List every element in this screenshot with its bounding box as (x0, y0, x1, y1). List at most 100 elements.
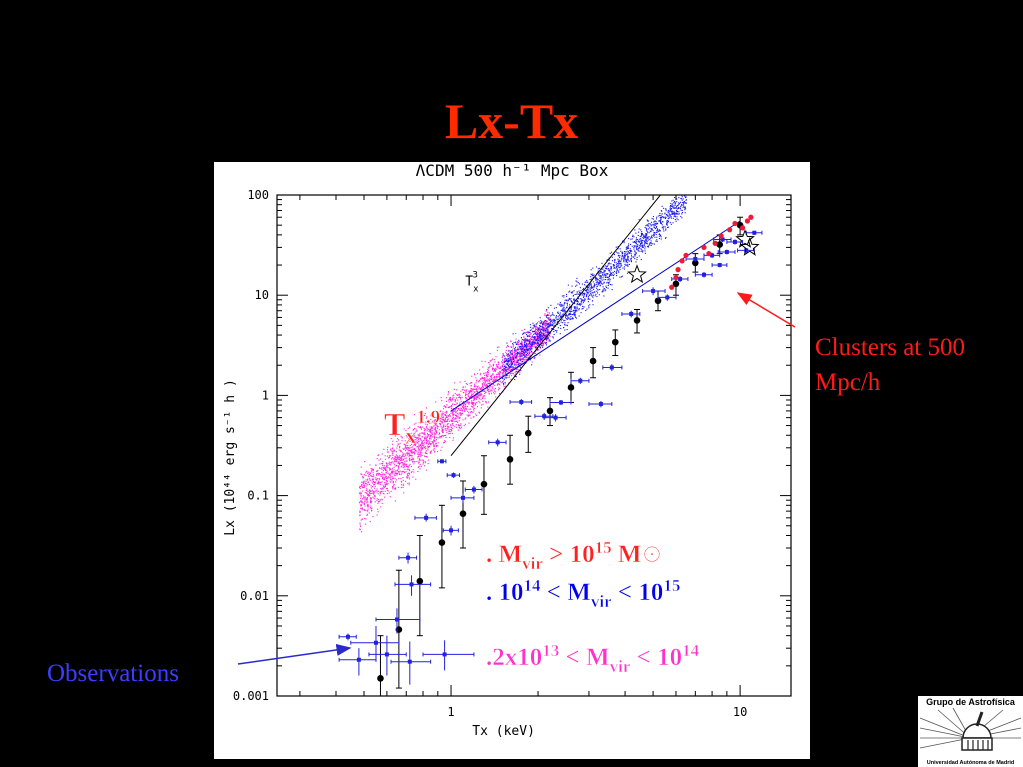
simulated-point (537, 349, 539, 351)
simulated-point (517, 351, 519, 353)
simulated-point (424, 452, 426, 454)
simulated-point (507, 372, 509, 374)
simulated-point (678, 211, 680, 213)
simulated-point (435, 442, 437, 444)
simulated-point (663, 217, 665, 219)
simulated-point (365, 510, 367, 512)
y-tick-label: 1 (262, 388, 269, 402)
simulated-point (547, 338, 549, 340)
simulated-point (533, 343, 535, 345)
simulated-point (429, 445, 431, 447)
simulated-point (658, 231, 660, 233)
simulated-point (627, 252, 629, 254)
simulated-point (635, 243, 637, 245)
simulated-point (640, 245, 642, 247)
simulated-point (509, 351, 511, 353)
massive-cluster-point (739, 225, 746, 231)
simulated-point (524, 352, 526, 354)
simulated-point (530, 338, 532, 340)
simulated-point (619, 263, 621, 265)
simulated-point (576, 284, 578, 286)
simulated-point (430, 443, 432, 445)
simulated-point (380, 490, 382, 492)
simulated-point (660, 217, 662, 219)
simulated-point (445, 436, 447, 438)
simulated-point (435, 430, 437, 432)
simulated-point (540, 328, 542, 330)
simulated-point (576, 301, 578, 303)
simulated-point (667, 218, 669, 220)
simulated-point (529, 355, 531, 357)
simulated-point (397, 466, 399, 468)
simulated-point (665, 210, 667, 212)
simulated-point (455, 397, 457, 399)
simulated-point (381, 502, 383, 504)
simulated-point (595, 293, 597, 295)
simulated-point (675, 220, 677, 222)
simulated-point (544, 325, 546, 327)
simulated-point (625, 255, 627, 257)
simulated-point (364, 517, 366, 519)
simulated-point (647, 245, 649, 247)
simulated-point (397, 471, 399, 473)
simulated-point (440, 417, 442, 419)
simulated-point (526, 343, 528, 345)
simulated-point (390, 491, 392, 493)
observation-point (442, 652, 447, 657)
simulated-point (364, 482, 366, 484)
simulated-point (444, 419, 446, 421)
simulated-point (575, 280, 577, 282)
simulated-point (529, 334, 531, 336)
simulated-point (529, 359, 531, 361)
simulated-point (474, 402, 476, 404)
simulated-point (454, 382, 456, 384)
simulated-point (593, 274, 595, 276)
simulated-point (388, 492, 390, 494)
university-logo: Grupo de Astrofísica Universidad Autónom… (918, 696, 1023, 767)
simulated-point (476, 397, 478, 399)
simulated-point (430, 418, 432, 420)
simulated-point (523, 346, 525, 348)
simulated-point (517, 352, 519, 354)
simulated-point (492, 365, 494, 367)
simulated-point (376, 498, 378, 500)
simulated-point (379, 467, 381, 469)
simulated-point (647, 220, 649, 222)
simulated-point (361, 531, 363, 533)
simulated-point (674, 212, 676, 214)
simulated-point (522, 357, 524, 359)
simulated-point (618, 264, 620, 266)
simulated-point (557, 316, 559, 318)
simulated-point (407, 447, 409, 449)
simulated-point (395, 487, 397, 489)
simulated-point (386, 488, 388, 490)
simulated-point (392, 488, 394, 490)
simulated-point (394, 477, 396, 479)
simulated-point (511, 353, 513, 355)
simulated-point (590, 293, 592, 295)
simulated-point (512, 360, 514, 362)
simulated-point (518, 346, 520, 348)
simulated-point (631, 238, 633, 240)
simulated-point (402, 464, 404, 466)
simulated-point (577, 303, 579, 305)
simulated-point (473, 399, 475, 401)
simulated-point (508, 359, 510, 361)
simulated-point (507, 355, 509, 357)
simulated-point (654, 236, 656, 238)
simulated-point (397, 443, 399, 445)
simulated-point (442, 425, 444, 427)
simulated-point (367, 494, 369, 496)
simulated-point (635, 237, 637, 239)
simulated-point (479, 412, 481, 414)
simulated-point (499, 367, 501, 369)
simulated-point (569, 304, 571, 306)
simulated-point (658, 220, 660, 222)
simulated-point (363, 486, 365, 488)
simulated-point (412, 476, 414, 478)
simulated-point (499, 381, 501, 383)
simulated-point (676, 198, 678, 200)
simulated-point (516, 367, 518, 369)
simulated-point (464, 410, 466, 412)
simulated-point (525, 354, 527, 356)
